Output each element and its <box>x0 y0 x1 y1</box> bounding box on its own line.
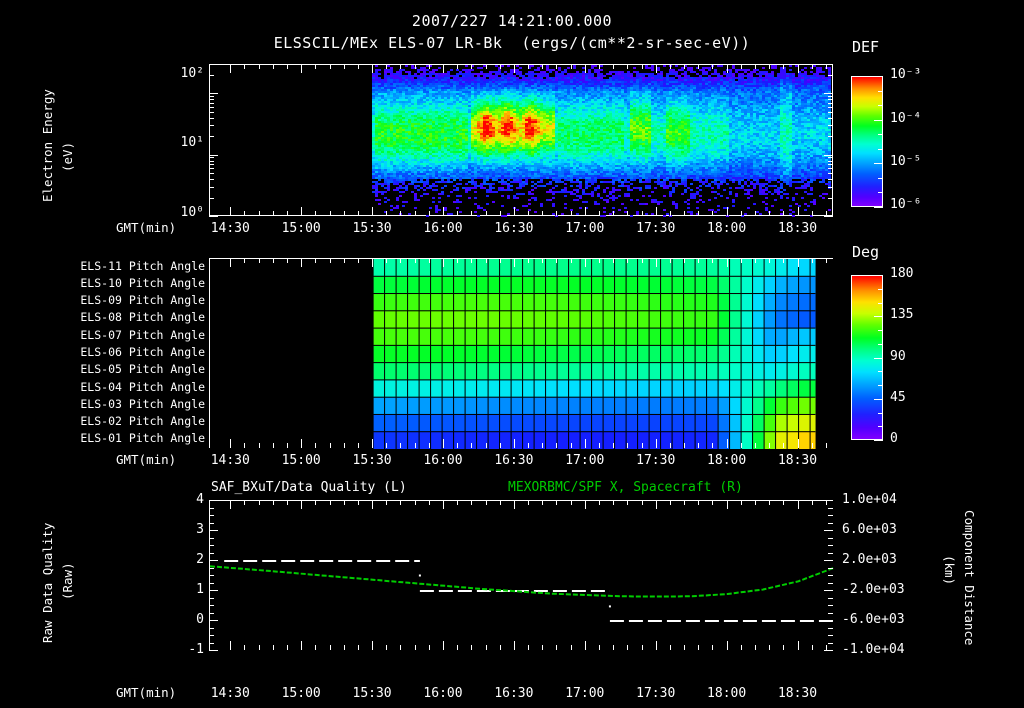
panel3-ytick-label-right: 1.0e+04 <box>842 492 897 507</box>
pitch-angle-row-label: ELS-04 Pitch Angle <box>80 379 205 394</box>
electron-energy-spectrogram-panel[interactable] <box>209 64 834 217</box>
panel3-title-left: SAF_BXuT/Data Quality (L) <box>211 480 407 495</box>
pitch-angle-row-label: ELS-10 Pitch Angle <box>80 275 205 290</box>
colorbar-def-label-1: 10⁻⁴ <box>890 111 922 126</box>
xtick-label: 15:30 <box>352 686 392 701</box>
xtick-label: 18:30 <box>777 453 818 468</box>
panel1-ytick-label-1: 10¹ <box>180 135 204 150</box>
pitch-angle-row-label: ELS-07 Pitch Angle <box>80 327 205 342</box>
colorbar-def-title: DEF <box>852 38 880 56</box>
panel3-xaxis-label: GMT(min) <box>116 685 177 700</box>
xtick-label: 16:00 <box>423 453 463 468</box>
panel3-ytick-label-right: -6.0e+03 <box>842 612 905 627</box>
panel2-xaxis-label: GMT(min) <box>116 452 177 467</box>
panel3-ytick-label-right: -1.0e+04 <box>842 642 905 657</box>
xtick-label: 17:00 <box>565 453 605 468</box>
line-plot-canvas <box>210 501 834 651</box>
colorbar-deg-title: Deg <box>852 243 880 261</box>
xtick-label: 18:00 <box>707 686 747 701</box>
data-quality-distance-panel[interactable] <box>209 500 834 651</box>
page-title-subtitle: ELSSCIL/MEx ELS-07 LR-Bk (ergs/(cm**2-sr… <box>273 34 751 52</box>
xtick-label: 16:00 <box>423 221 463 236</box>
panel1-ytick-label-2: 10⁰ <box>180 205 204 220</box>
xtick-label: 16:00 <box>423 686 463 701</box>
pitch-angle-panel[interactable] <box>209 258 834 449</box>
panel3-title-right: MEXORBMC/SPF X, Spacecraft (R) <box>508 480 743 495</box>
xtick-label: 15:30 <box>352 453 392 468</box>
panel3-ytick-label-right: -2.0e+03 <box>842 582 905 597</box>
panel3-ytick-label: 1 <box>196 582 204 597</box>
panel1-xaxis-label: GMT(min) <box>116 220 177 235</box>
pitch-angle-row-label: ELS-11 Pitch Angle <box>80 258 205 273</box>
colorbar-deg-label: 45 <box>890 389 906 405</box>
xtick-label: 18:30 <box>777 221 818 236</box>
colorbar-deg-label: 0 <box>890 431 898 446</box>
xtick-label: 17:30 <box>636 221 676 236</box>
pitch-angle-row-label: ELS-03 Pitch Angle <box>80 396 205 411</box>
panel3-ytick-label: 4 <box>196 492 204 507</box>
xtick-label: 16:30 <box>494 453 534 468</box>
xtick-label: 17:30 <box>636 453 676 468</box>
panel1-ytick-label-0: 10² <box>180 66 204 81</box>
spectrogram-canvas <box>210 65 834 217</box>
colorbar-def-label-3: 10⁻⁶ <box>890 197 922 212</box>
xtick-label: 14:30 <box>210 221 250 236</box>
xtick-label: 18:00 <box>707 221 747 236</box>
xtick-label: 15:00 <box>281 453 321 468</box>
xtick-label: 14:30 <box>210 686 250 701</box>
panel3-ylabel-right-line2: (km) <box>942 555 957 586</box>
panel3-ytick-label-right: 2.0e+03 <box>842 552 897 567</box>
pitch-angle-row-label: ELS-06 Pitch Angle <box>80 345 205 359</box>
pitch-angle-row-label: ELS-05 Pitch Angle <box>80 362 205 377</box>
xtick-label: 15:00 <box>281 686 321 701</box>
colorbar-deg-label: 90 <box>890 348 906 364</box>
pitch-angle-canvas <box>210 259 834 449</box>
xtick-label: 16:30 <box>494 221 534 236</box>
panel3-ytick-label: 3 <box>196 522 204 537</box>
colorbar-def[interactable] <box>851 76 883 207</box>
pitch-angle-row-label: ELS-09 Pitch Angle <box>80 293 205 308</box>
xtick-label: 18:00 <box>707 453 747 468</box>
panel3-ytick-label-right: 6.0e+03 <box>842 522 897 537</box>
xtick-label: 14:30 <box>210 453 250 468</box>
xtick-label: 17:00 <box>565 686 605 701</box>
colorbar-def-label-0: 10⁻³ <box>890 67 922 82</box>
panel3-ytick-label: -1 <box>188 642 204 657</box>
pitch-angle-row-label: ELS-08 Pitch Angle <box>80 310 205 325</box>
page-title-timestamp: 2007/227 14:21:00.000 <box>411 12 613 30</box>
xtick-label: 17:30 <box>636 686 676 701</box>
colorbar-deg-label: 180 <box>890 266 914 281</box>
panel3-ytick-label: 2 <box>196 552 204 567</box>
colorbar-deg[interactable] <box>851 275 883 440</box>
panel3-ylabel-right-line1: Component Distance <box>962 510 977 646</box>
xtick-label: 18:30 <box>777 686 818 701</box>
xtick-label: 17:00 <box>565 221 605 236</box>
xtick-label: 15:30 <box>352 221 392 236</box>
pitch-angle-row-label: ELS-02 Pitch Angle <box>80 414 205 429</box>
colorbar-deg-label: 135 <box>890 307 914 323</box>
xtick-label: 16:30 <box>494 686 534 701</box>
pitch-angle-row-label: ELS-01 Pitch Angle <box>80 431 205 446</box>
colorbar-def-label-2: 10⁻⁵ <box>890 154 922 169</box>
xtick-label: 15:00 <box>281 221 321 236</box>
panel3-ytick-label: 0 <box>196 612 204 627</box>
